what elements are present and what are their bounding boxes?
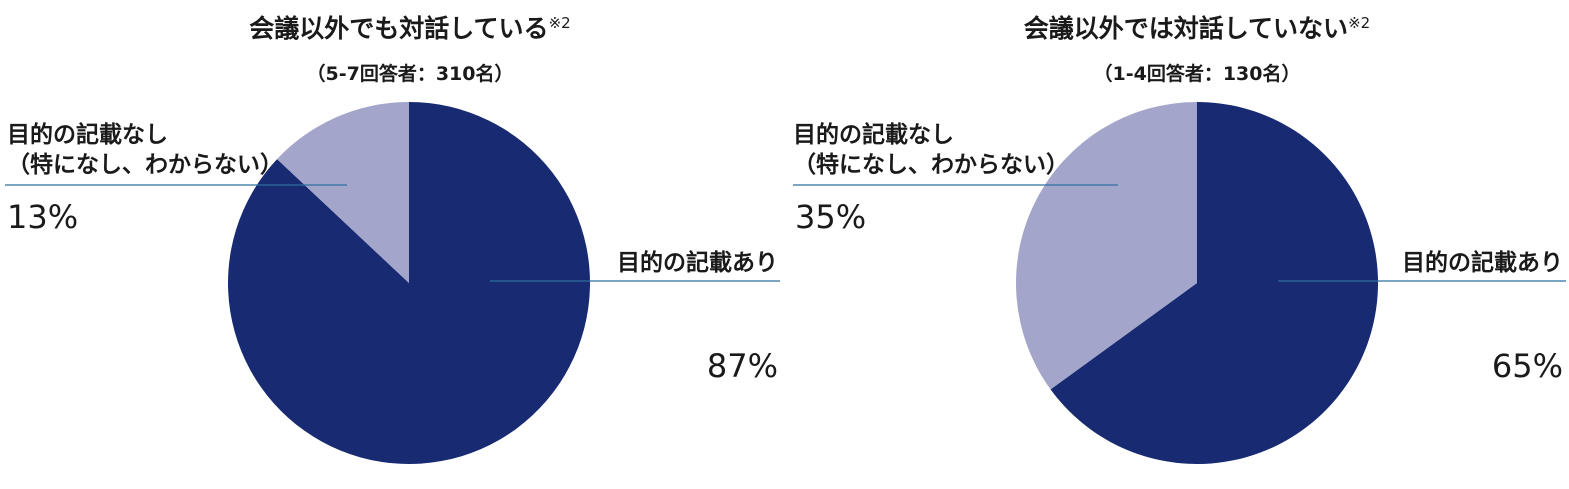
pie-slice-right-with-purpose — [1050, 102, 1379, 465]
slice-label-left-no-purpose-line2: （特になし、わからない） — [7, 151, 283, 178]
slice-label-right-with-purpose: 目的の記載あり — [1402, 249, 1563, 276]
chart-title-left: 会議以外でも対話している※2 — [249, 14, 570, 43]
pct-label-left-with-purpose: 87% — [707, 347, 778, 385]
pct-label-right-with-purpose: 65% — [1492, 347, 1563, 385]
chart-subtitle-right: （1-4回答者：130名） — [1094, 62, 1301, 85]
chart-subtitle-left: （5-7回答者：310名） — [307, 62, 514, 85]
slice-label-left-with-purpose: 目的の記載あり — [617, 249, 778, 276]
pie-slice-left-no-purpose — [277, 102, 409, 283]
slice-label-left-no-purpose-line1: 目的の記載なし — [7, 121, 168, 148]
pct-label-right-no-purpose: 35% — [795, 198, 866, 236]
slice-label-right-no-purpose-line2: （特になし、わからない） — [793, 151, 1069, 178]
pie-chart-left: 会議以外でも対話している※2 （5-7回答者：310名） 目的の記載なし （特に… — [5, 14, 780, 464]
pie-chart-right: 会議以外では対話していない※2 （1-4回答者：130名） 目的の記載なし （特… — [793, 14, 1566, 465]
slice-label-right-no-purpose-line1: 目的の記載なし — [793, 121, 954, 148]
chart-title-right: 会議以外では対話していない※2 — [1024, 14, 1370, 43]
pie-slice-left-with-purpose — [228, 101, 591, 464]
pct-label-left-no-purpose: 13% — [7, 198, 78, 236]
pie-slice-right-no-purpose — [1016, 102, 1197, 390]
